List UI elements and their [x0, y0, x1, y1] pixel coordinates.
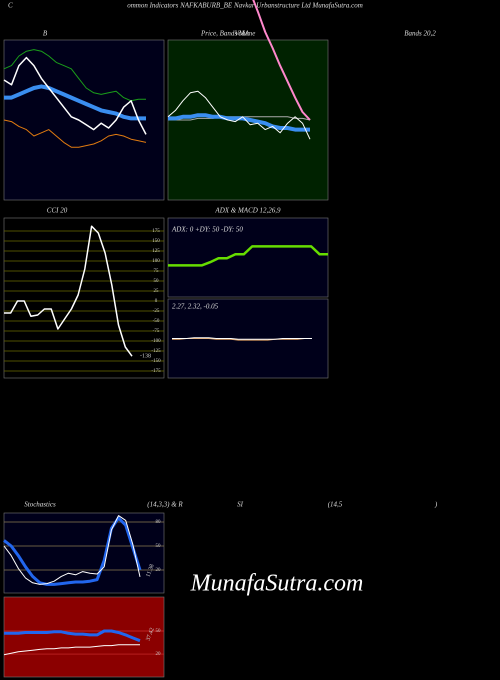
y-tick-label: 75 — [154, 269, 160, 274]
watermark: MunafaSutra.com — [190, 571, 364, 597]
header-title: ommon Indicators NAFKABURB_BE Navkar Urb… — [127, 2, 363, 10]
panel-label: SI — [237, 501, 244, 509]
panel-label: (14,5 — [328, 501, 343, 509]
y-tick-label: 175 — [152, 229, 160, 234]
y-tick-label: 50 — [156, 544, 162, 549]
y-tick-label: 50 — [156, 629, 162, 634]
panel-label: Bands 20,2 — [404, 30, 436, 38]
series-line — [4, 629, 141, 643]
series-line — [3, 119, 147, 148]
y-tick-label: 50 — [154, 279, 160, 284]
panel — [3, 596, 165, 678]
value-label: 37.42 — [146, 627, 156, 642]
y-tick-label: -100 — [151, 339, 161, 344]
series-line — [168, 245, 328, 267]
panel-label: ADX & MACD 12,26,9 — [214, 207, 281, 215]
panel-label: Volume — [235, 30, 256, 38]
series-line — [3, 49, 146, 102]
y-tick-label: 20 — [156, 568, 162, 573]
header-initial: C — [8, 2, 13, 10]
series-line — [3, 56, 147, 135]
series-line — [172, 338, 312, 341]
y-tick-label: -125 — [151, 349, 161, 354]
panel-label: B — [43, 30, 48, 38]
panel-label: Stochastics — [24, 501, 56, 509]
panel — [167, 217, 329, 298]
panel-label: Price, Bands MA — [200, 30, 250, 38]
y-tick-label: 80 — [156, 520, 162, 525]
indicator-readout: 2.27, 2.32, -0.05 — [172, 303, 219, 311]
series-line — [4, 225, 133, 357]
y-tick-label: 20 — [156, 652, 162, 657]
value-label: -138 — [140, 354, 151, 360]
y-tick-label: 25 — [154, 289, 160, 294]
value-label: 11.38 — [146, 564, 156, 579]
indicator-readout: ADX: 0 +DY: 50 -DY: 50 — [171, 226, 243, 234]
series-line — [252, 0, 311, 121]
panel-label: (14,3,3) & R — [147, 501, 183, 509]
y-tick-label: -75 — [153, 329, 160, 334]
y-tick-label: -150 — [151, 359, 161, 364]
series-line — [172, 337, 312, 340]
y-tick-label: 125 — [152, 249, 160, 254]
y-tick-label: -175 — [151, 369, 161, 374]
y-tick-label: -50 — [153, 319, 160, 324]
series-line — [168, 113, 310, 132]
series-line — [167, 90, 311, 140]
series-line — [3, 515, 141, 585]
panel-label: CCI 20 — [47, 207, 68, 215]
series-line — [4, 84, 146, 121]
y-tick-label: 150 — [152, 239, 160, 244]
panel — [3, 512, 165, 594]
y-tick-label: -25 — [153, 309, 160, 314]
series-line — [3, 644, 140, 656]
y-tick-label: 0 — [155, 299, 158, 304]
series-line — [3, 516, 142, 586]
y-tick-label: 100 — [152, 259, 160, 264]
panel-label: ) — [434, 501, 438, 509]
